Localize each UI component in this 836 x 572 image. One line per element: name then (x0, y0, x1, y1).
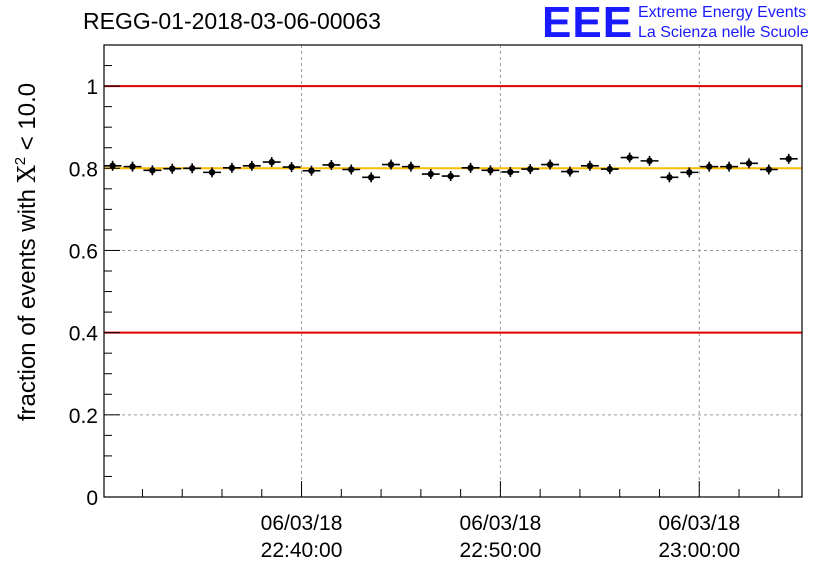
data-marker (427, 170, 434, 178)
y-tick-label: 0 (86, 487, 98, 510)
data-point (680, 167, 699, 178)
eee-logo-mark: EEE (542, 0, 634, 47)
y-tick-label: 0.2 (69, 405, 98, 428)
data-point (481, 165, 500, 176)
data-point (700, 161, 719, 172)
run-title: REGG-01-2018-03-06-00063 (83, 8, 381, 34)
data-points (103, 152, 798, 183)
data-point (461, 162, 480, 173)
data-marker (308, 167, 315, 174)
data-point (620, 152, 639, 163)
axes: 0 0.2 0.4 0.6 0.8 1 06/03/18 22:40:00 06/03/18 22… (69, 44, 780, 562)
y-axis-title-exponent: 2 (12, 157, 29, 165)
data-point (123, 161, 142, 172)
y-tick-label: 0.8 (69, 158, 98, 181)
data-marker (109, 162, 116, 170)
data-point (441, 171, 460, 182)
y-tick-label: 0.6 (69, 240, 98, 263)
y-axis-title-prefix: fraction of events with (14, 182, 41, 421)
data-point (759, 164, 778, 175)
data-marker (228, 164, 236, 172)
data-point (421, 169, 440, 180)
y-axis-title-suffix: < 10.0 (14, 83, 41, 157)
data-point (660, 172, 679, 183)
data-marker (666, 174, 673, 181)
data-marker (188, 165, 196, 172)
logo-subtitle-line-2: La Scienza nelle Scuole (638, 24, 809, 41)
y-tick-label: 1 (86, 76, 98, 99)
data-marker (527, 165, 534, 173)
data-point (740, 158, 758, 169)
data-marker (785, 155, 792, 163)
data-marker (248, 162, 256, 170)
logo-subtitle-line-1: Extreme Energy Events (638, 4, 807, 21)
data-marker (686, 169, 693, 176)
data-point (720, 161, 739, 172)
data-marker (328, 161, 335, 169)
data-marker (566, 168, 574, 175)
data-point (362, 172, 381, 183)
data-marker (745, 160, 753, 167)
plot-frame (103, 44, 803, 498)
x-tick-label-date: 06/03/18 (261, 512, 343, 535)
data-marker (169, 165, 176, 172)
data-point (521, 164, 540, 175)
data-point (561, 166, 579, 177)
data-marker (606, 165, 613, 173)
data-marker (626, 154, 633, 161)
data-point (262, 157, 281, 168)
data-point (382, 159, 400, 170)
y-axis-title: fraction of events with X2 < 10.0 (12, 83, 41, 421)
grid-layer (104, 45, 802, 497)
eee-logo: EEE Extreme Energy Events La Scienza nel… (542, 0, 832, 47)
data-point (203, 167, 221, 178)
reference-lines (104, 85, 802, 334)
data-point (401, 161, 420, 172)
data-marker (367, 174, 375, 181)
x-tick-label-time: 22:40:00 (261, 539, 343, 562)
x-tick-label-date: 06/03/18 (460, 512, 542, 535)
data-point (163, 163, 182, 174)
data-marker (268, 158, 275, 166)
data-point (302, 165, 321, 176)
x-tick-label-time: 23:00:00 (658, 539, 740, 562)
data-marker (725, 163, 733, 170)
data-point (779, 153, 798, 164)
x-tick-label-date: 06/03/18 (658, 512, 740, 535)
data-point (541, 159, 560, 170)
data-marker (129, 163, 136, 170)
data-marker (646, 157, 653, 165)
data-marker (447, 172, 454, 180)
data-marker (208, 169, 216, 176)
data-point (242, 160, 261, 171)
data-marker (348, 166, 355, 173)
data-marker (705, 163, 713, 170)
data-point (282, 162, 301, 173)
data-marker (765, 166, 773, 173)
data-point (580, 160, 599, 171)
data-marker (507, 168, 514, 176)
data-marker (149, 167, 156, 174)
data-point (322, 159, 341, 170)
x-tick-label-time: 22:50:00 (460, 539, 542, 562)
data-marker (546, 161, 554, 168)
data-point (103, 160, 122, 171)
data-marker (487, 167, 494, 174)
data-marker (407, 163, 415, 170)
data-marker (467, 164, 474, 172)
data-marker (586, 162, 594, 170)
data-point (501, 166, 520, 177)
data-point (600, 164, 619, 175)
data-point (222, 162, 241, 173)
data-marker (387, 161, 395, 168)
data-point (640, 155, 659, 166)
data-point (143, 165, 162, 176)
data-point (183, 163, 202, 174)
data-marker (288, 163, 295, 171)
chi-symbol: X (13, 165, 41, 182)
y-tick-label: 0.4 (69, 323, 99, 346)
data-point (342, 164, 361, 175)
